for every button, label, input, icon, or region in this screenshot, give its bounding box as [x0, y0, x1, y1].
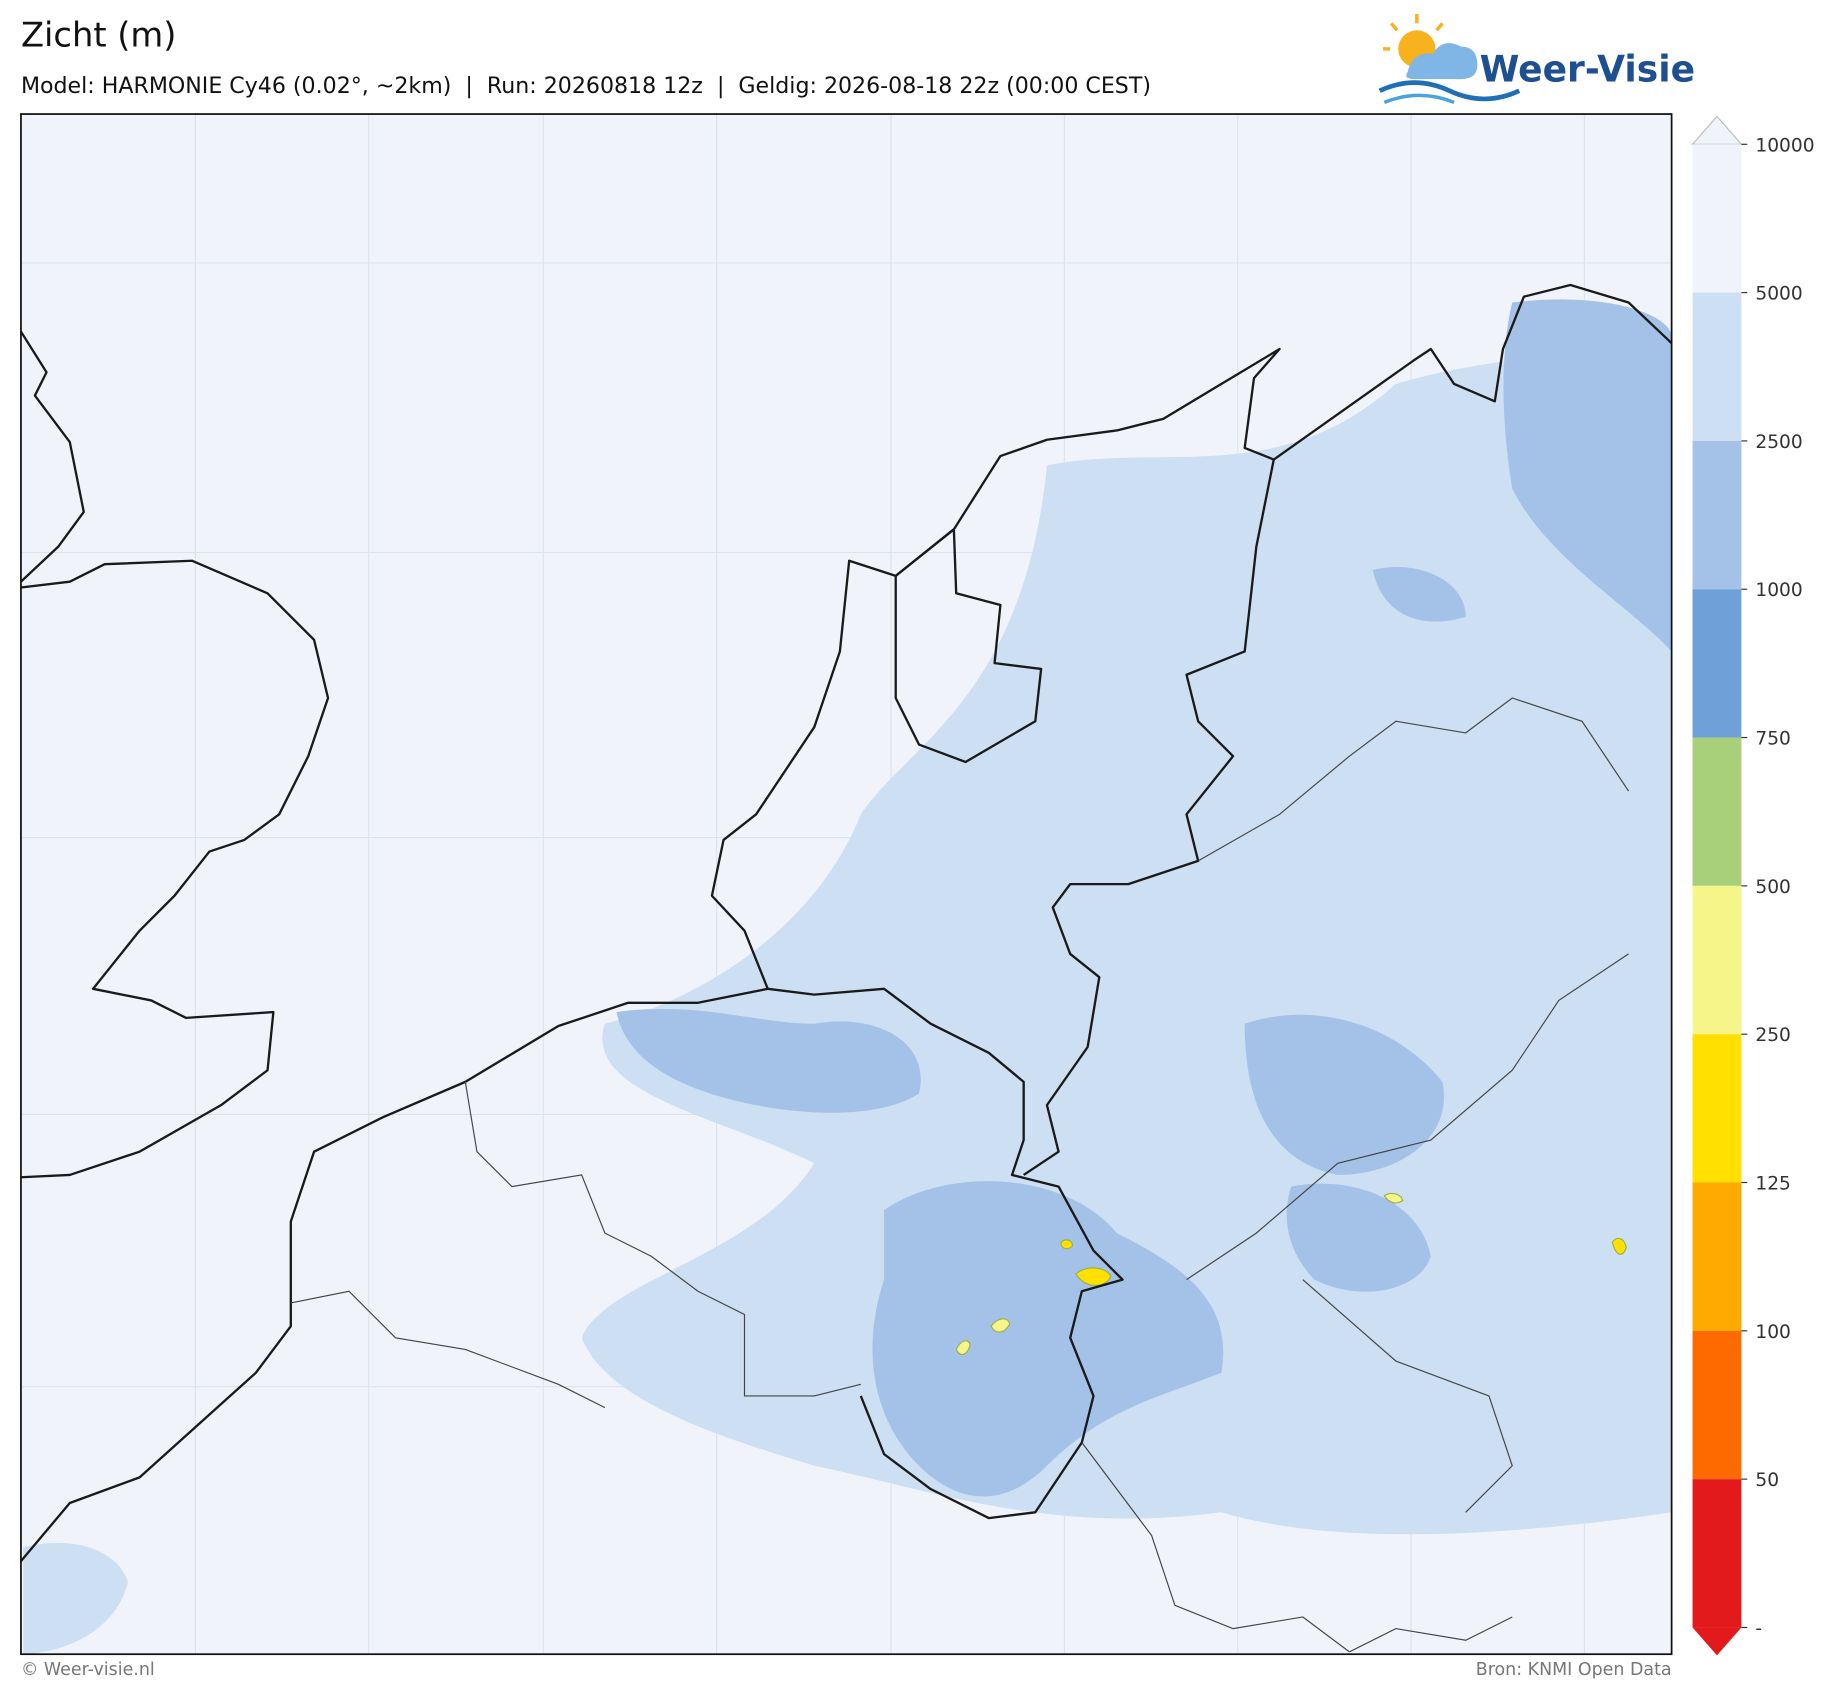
- logo: Weer-Visie: [1378, 13, 1695, 105]
- colorbar-band: [1692, 589, 1742, 738]
- title: Zicht (m): [21, 16, 176, 55]
- colorbar-tick-label: 2500: [1755, 432, 1802, 453]
- map: [20, 113, 1673, 1656]
- border-nl: [767, 459, 1275, 1520]
- logo-wave: [1383, 93, 1455, 105]
- colorbar-tick-label: 100: [1755, 1322, 1791, 1343]
- band-area: [1286, 1183, 1431, 1292]
- coastline-england: [20, 330, 330, 1179]
- colorbar-band: [1692, 144, 1742, 293]
- band-area: [1075, 1267, 1112, 1287]
- colorbar-band: [1692, 1034, 1742, 1183]
- colorbar-tick-label: 750: [1755, 729, 1791, 750]
- band-area: [1060, 1239, 1074, 1250]
- band-area: [1244, 1014, 1444, 1175]
- band-area: [990, 1318, 1011, 1333]
- colorbar-tick-label: 5000: [1755, 284, 1802, 305]
- band-area: [1503, 299, 1672, 652]
- logo-wave: [1378, 80, 1521, 102]
- colorbar-band: [1692, 885, 1742, 1035]
- colorbar-tick-label: 250: [1755, 1025, 1791, 1046]
- colorbar-band: [1692, 440, 1742, 590]
- subtitle: Model: HARMONIE Cy46 (0.02°, ~2km) | Run…: [21, 73, 1151, 99]
- colorbar-tick-label: 50: [1755, 1470, 1779, 1491]
- colorbar-tick-label: -: [1755, 1618, 1762, 1639]
- coastline-ijsselmeer: [894, 528, 1043, 764]
- band-area: [23, 1542, 128, 1655]
- band-area: [955, 1340, 971, 1356]
- map-frame: [20, 113, 1673, 1656]
- colorbar-band: [1692, 1479, 1742, 1628]
- colorbar-tick-label: 10000: [1755, 135, 1814, 156]
- colorbar-extension-bottom: [1692, 1627, 1742, 1656]
- colorbar-band: [1692, 737, 1742, 886]
- band-area: [1372, 567, 1466, 622]
- band-area: [616, 1008, 921, 1113]
- footer-left: © Weer-visie.nl: [21, 1660, 155, 1680]
- colorbar-band: [1692, 292, 1742, 441]
- coastline-continent: [20, 283, 1672, 1562]
- colorbar-tick-label: 500: [1755, 877, 1791, 898]
- logo-cloud: [1406, 43, 1478, 80]
- colorbar-tick-label: 125: [1755, 1173, 1791, 1194]
- logo-text: Weer-Visie: [1480, 48, 1695, 90]
- footer-right: Bron: KNMI Open Data: [1476, 1660, 1672, 1680]
- visibility-field: [23, 299, 1672, 1655]
- colorbar-tick-label: 1000: [1755, 580, 1802, 601]
- colorbar: 10000 5000 2500 1000 750 500 250 125 100 50 -: [1691, 115, 1815, 1656]
- band-area: [1383, 1192, 1404, 1204]
- band-area: [1611, 1237, 1627, 1255]
- colorbar-band: [1692, 1182, 1742, 1331]
- borders: [290, 697, 1630, 1653]
- colorbar-band: [1692, 1330, 1742, 1480]
- logo-rays: [1383, 13, 1444, 51]
- band-area: [872, 1181, 1224, 1497]
